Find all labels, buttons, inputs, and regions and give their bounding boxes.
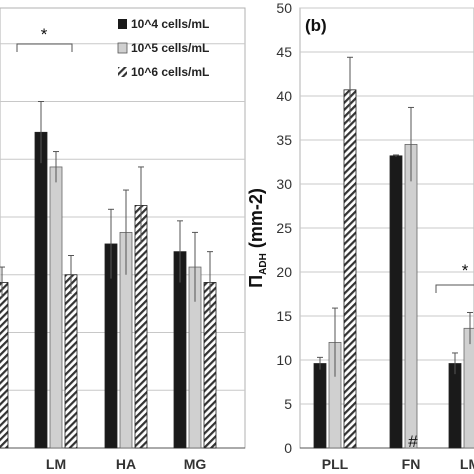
y-tick-label: 50 [276,0,292,16]
category-label: FN [402,456,421,472]
y-tick-label: 20 [276,264,292,280]
panel-b-significance: * [435,261,474,293]
panel-a-category-labels: LM HA MG [46,456,206,472]
bar [448,363,462,449]
y-tick-label: 45 [276,44,292,60]
y-tick-label: 25 [276,220,292,236]
legend-swatch-3 [118,67,127,77]
category-label: MG [184,456,207,472]
category-label: HA [116,456,136,472]
category-label: LM [46,456,66,472]
category-label: LM [460,456,474,472]
y-tick-label: 30 [276,176,292,192]
bar [463,327,474,449]
panel-b: (b) 0 5 10 15 20 25 30 35 40 45 50 PLL FN LM ΠADH (m… [246,0,474,472]
bar [0,282,9,449]
category-label: PLL [322,456,349,472]
significance-bracket [16,43,73,52]
y-label-symbol: Π [246,275,266,288]
significance-bracket [435,284,474,293]
bar [49,166,63,449]
panel-b-label: (b) [305,16,327,35]
bar [313,363,327,449]
y-tick-label: 0 [284,440,292,456]
y-tick-label: 5 [284,396,292,412]
panel-b-bars [313,56,474,449]
y-label-unit: (mm-2) [246,188,266,253]
legend-label-2: 10^5 cells/mL [131,41,209,55]
panel-a: LM HA MG * 10^4 cells/mL 10^5 cells/mL 10^… [0,7,246,472]
fn-hash-marker: # [408,432,418,451]
panel-b-category-labels: PLL FN LM [322,456,474,472]
panel-a-significance: * [16,25,73,52]
y-tick-label: 10 [276,352,292,368]
bar [343,89,357,449]
bar [34,131,48,449]
panel-b-y-axis-label: ΠADH (mm-2) [246,188,269,288]
y-tick-label: 40 [276,88,292,104]
y-tick-label: 15 [276,308,292,324]
bar [389,155,403,449]
bar [64,274,78,449]
significance-star: * [41,25,48,44]
panel-b-y-tick-labels: 0 5 10 15 20 25 30 35 40 45 50 [276,0,292,456]
legend-label-1: 10^4 cells/mL [131,17,209,31]
legend-swatch-2 [117,42,128,54]
legend: 10^4 cells/mL 10^5 cells/mL 10^6 cells/m… [117,17,209,79]
y-tick-label: 35 [276,132,292,148]
legend-swatch-1 [118,19,127,29]
y-label-subscript: ADH [258,253,269,275]
panel-a-bars [0,101,217,449]
bar [404,143,418,449]
legend-label-3: 10^6 cells/mL [131,65,209,79]
significance-star: * [462,261,469,280]
